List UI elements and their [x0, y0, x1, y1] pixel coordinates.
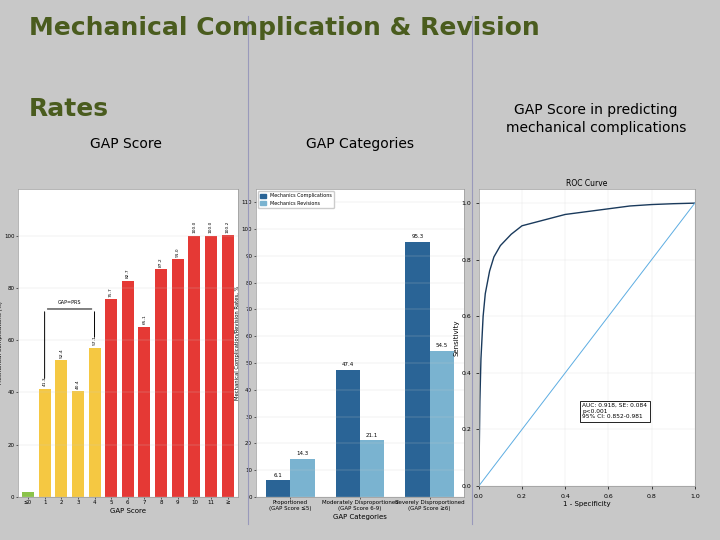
Bar — [189, 236, 200, 497]
Text: 40.4: 40.4 — [76, 379, 80, 389]
Text: 91.0: 91.0 — [176, 247, 180, 257]
X-axis label: GAP Categories: GAP Categories — [333, 514, 387, 520]
Bar — [105, 299, 117, 497]
Text: 95.3: 95.3 — [411, 234, 423, 239]
Text: Mechanical Complication & Revision: Mechanical Complication & Revision — [29, 16, 539, 40]
Bar — [55, 360, 67, 497]
Bar — [172, 259, 184, 497]
Text: AUC: 0.918, SE: 0.084
p<0.001
95% CI: 0.852-0.981: AUC: 0.918, SE: 0.084 p<0.001 95% CI: 0.… — [582, 403, 647, 420]
Bar — [39, 389, 50, 497]
X-axis label: GAP Score: GAP Score — [110, 508, 145, 514]
Text: 52.4: 52.4 — [59, 348, 63, 357]
Bar — [405, 242, 430, 497]
Bar — [122, 281, 134, 497]
Text: 21.1: 21.1 — [366, 433, 378, 437]
Title: ROC Curve: ROC Curve — [566, 179, 608, 188]
Bar — [360, 440, 384, 497]
Text: 41.3: 41.3 — [42, 377, 47, 387]
Text: 87.2: 87.2 — [159, 257, 163, 267]
Bar — [155, 269, 167, 497]
Bar — [205, 236, 217, 497]
Bar — [89, 348, 101, 497]
Bar — [22, 491, 34, 497]
Bar — [290, 458, 315, 497]
Text: 6.1: 6.1 — [274, 473, 282, 478]
Bar — [430, 351, 454, 497]
Text: GAP=PRS: GAP=PRS — [58, 300, 81, 305]
Text: 100.0: 100.0 — [209, 221, 213, 233]
Bar — [72, 392, 84, 497]
Y-axis label: Sensitivity: Sensitivity — [454, 319, 460, 356]
Bar — [336, 370, 360, 497]
Legend: Mechanics Complications, Mechanics Revisions: Mechanics Complications, Mechanics Revis… — [258, 192, 333, 208]
Text: 100.0: 100.0 — [192, 221, 197, 233]
Y-axis label: Mechanical Complication/Revision Rates, %: Mechanical Complication/Revision Rates, … — [235, 286, 240, 400]
Text: GAP Score in predicting
mechanical complications: GAP Score in predicting mechanical compl… — [506, 103, 686, 135]
Text: GAP Score: GAP Score — [90, 137, 162, 151]
Text: 100.2: 100.2 — [225, 220, 230, 233]
Bar — [266, 481, 290, 497]
Text: 57.1: 57.1 — [93, 335, 96, 345]
X-axis label: 1 - Specificity: 1 - Specificity — [563, 502, 611, 508]
Text: 65.1: 65.1 — [143, 315, 146, 325]
Text: 14.3: 14.3 — [297, 451, 309, 456]
Text: GAP Categories: GAP Categories — [306, 137, 414, 151]
Text: 75.7: 75.7 — [109, 287, 113, 297]
Text: 47.4: 47.4 — [342, 362, 354, 367]
Text: Rates: Rates — [29, 97, 109, 121]
Bar — [222, 235, 233, 497]
Y-axis label: Mechanical Complications (%): Mechanical Complications (%) — [0, 301, 3, 384]
Bar — [138, 327, 150, 497]
Text: 54.5: 54.5 — [436, 343, 448, 348]
Text: 82.7: 82.7 — [126, 269, 130, 279]
